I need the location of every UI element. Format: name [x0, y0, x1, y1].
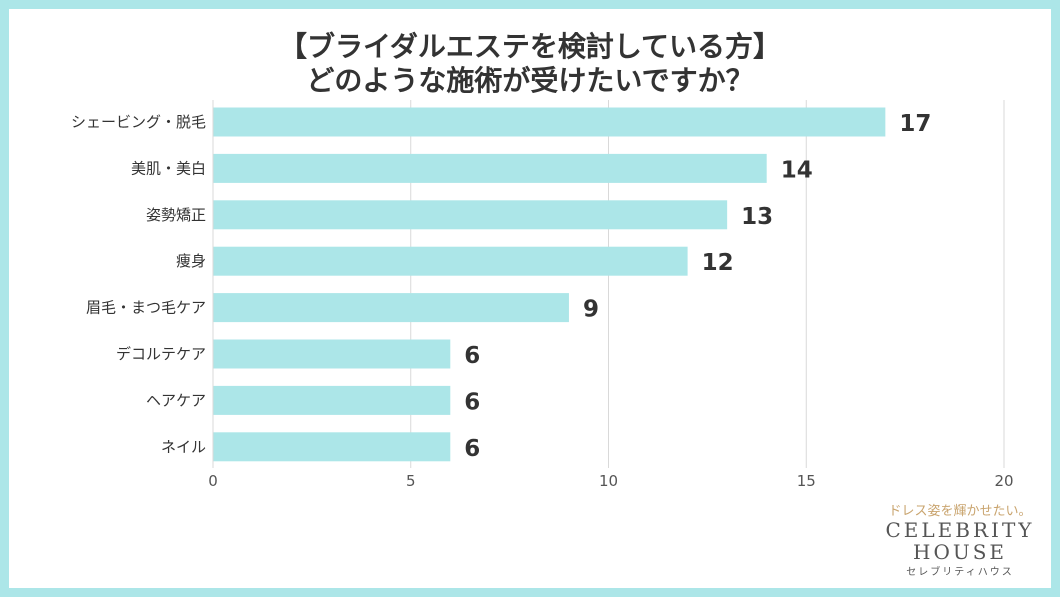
x-tick-label: 10	[599, 472, 618, 490]
data-label: 6	[464, 389, 480, 415]
data-label: 14	[781, 157, 813, 183]
data-label: 6	[464, 343, 480, 369]
x-tick-label: 5	[406, 472, 416, 490]
category-label: 美肌・美白	[131, 159, 206, 177]
x-tick-label: 20	[994, 472, 1013, 490]
brand-name-line-1: CELEBRITY	[885, 518, 1035, 542]
brand-name-line-2: HOUSE	[913, 540, 1007, 564]
data-label: 12	[702, 250, 734, 276]
chart-title: 【ブライダルエステを検討している方】 どのような施術が受けたいですか？	[0, 30, 1060, 98]
x-tick-label: 15	[797, 472, 816, 490]
title-line-2: どのような施術が受けたいですか？	[306, 64, 754, 97]
title-line-1: 【ブライダルエステを検討している方】	[278, 30, 782, 63]
brand-kana: セレブリティハウス	[906, 567, 1014, 578]
category-label: ネイル	[161, 438, 206, 456]
brand-logo: ドレス姿を輝かせたい。 CELEBRITY HOUSE セレブリティハウス	[880, 500, 1040, 578]
bar	[213, 153, 767, 183]
category-label: ヘアケア	[146, 391, 206, 409]
x-tick-label: 0	[208, 472, 218, 490]
data-label: 9	[583, 297, 599, 323]
bar	[213, 339, 451, 369]
bar	[213, 246, 688, 276]
data-label: 13	[741, 204, 773, 230]
category-label: 眉毛・まつ毛ケア	[86, 299, 206, 317]
category-label: シェービング・脱毛	[71, 113, 206, 131]
bar	[213, 107, 886, 137]
bar	[213, 200, 728, 230]
data-label: 17	[899, 111, 931, 137]
bar	[213, 432, 451, 462]
data-label: 6	[464, 436, 480, 462]
bar	[213, 385, 451, 415]
bar	[213, 293, 569, 323]
category-label: 痩身	[176, 252, 206, 270]
category-label: デコルテケア	[116, 345, 206, 363]
category-label: 姿勢矯正	[146, 206, 206, 224]
brand-tagline: ドレス姿を輝かせたい。	[888, 504, 1032, 519]
